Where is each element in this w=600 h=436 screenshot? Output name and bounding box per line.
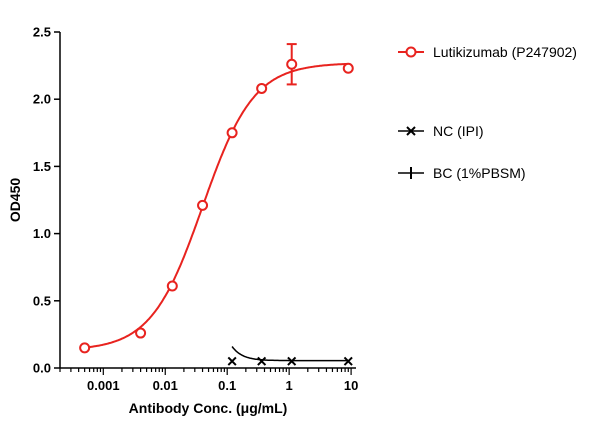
data-point-lutikizumab xyxy=(226,127,238,139)
x-tick-label: 1 xyxy=(286,378,293,393)
y-axis-title: OD450 xyxy=(7,178,23,223)
fit-curves xyxy=(84,62,348,362)
data-point-nc xyxy=(227,356,237,366)
y-tick-label: 2.0 xyxy=(33,92,51,107)
legend-marker-circle-icon xyxy=(405,46,417,58)
data-markers xyxy=(79,58,354,366)
fit-curve-lutikizumab xyxy=(84,62,348,349)
data-point-lutikizumab xyxy=(166,280,178,292)
data-point-lutikizumab xyxy=(135,327,147,339)
y-tick-label: 1.5 xyxy=(33,159,51,174)
axes xyxy=(59,32,356,369)
y-tick-label: 0.0 xyxy=(33,361,51,376)
x-axis-title: Antibody Conc. (μg/mL) xyxy=(129,400,288,416)
x-tick-label: 0.01 xyxy=(153,378,178,393)
data-point-lutikizumab xyxy=(256,82,268,94)
y-tick-label: 2.5 xyxy=(33,25,51,40)
data-point-lutikizumab xyxy=(79,342,91,354)
legend: Lutikizumab (P247902) NC (IPI) BC (1%PBS… xyxy=(398,44,577,181)
x-tick-label: 0.1 xyxy=(218,378,236,393)
x-ticks: 0.001 0.01 0.1 1 10 xyxy=(59,368,358,393)
data-point-nc xyxy=(287,356,297,366)
y-tick-label: 1.0 xyxy=(33,226,51,241)
x-tick-label: 0.001 xyxy=(87,378,120,393)
x-tick-label: 10 xyxy=(344,378,358,393)
legend-label-nc: NC (IPI) xyxy=(433,123,484,139)
legend-item-lutikizumab: Lutikizumab (P247902) xyxy=(398,44,577,60)
data-point-lutikizumab xyxy=(197,199,209,211)
data-point-nc xyxy=(257,356,267,366)
legend-item-bc: BC (1%PBSM) xyxy=(398,165,526,181)
data-point-nc xyxy=(343,356,353,366)
legend-label-lutikizumab: Lutikizumab (P247902) xyxy=(433,44,577,60)
legend-item-nc: NC (IPI) xyxy=(398,123,484,139)
legend-marker-x-icon xyxy=(406,126,416,136)
data-point-lutikizumab xyxy=(342,62,354,74)
y-ticks: 0.0 0.5 1.0 1.5 2.0 2.5 xyxy=(33,25,60,376)
legend-label-bc: BC (1%PBSM) xyxy=(433,165,526,181)
y-tick-label: 0.5 xyxy=(33,293,51,308)
data-point-lutikizumab xyxy=(286,58,298,70)
